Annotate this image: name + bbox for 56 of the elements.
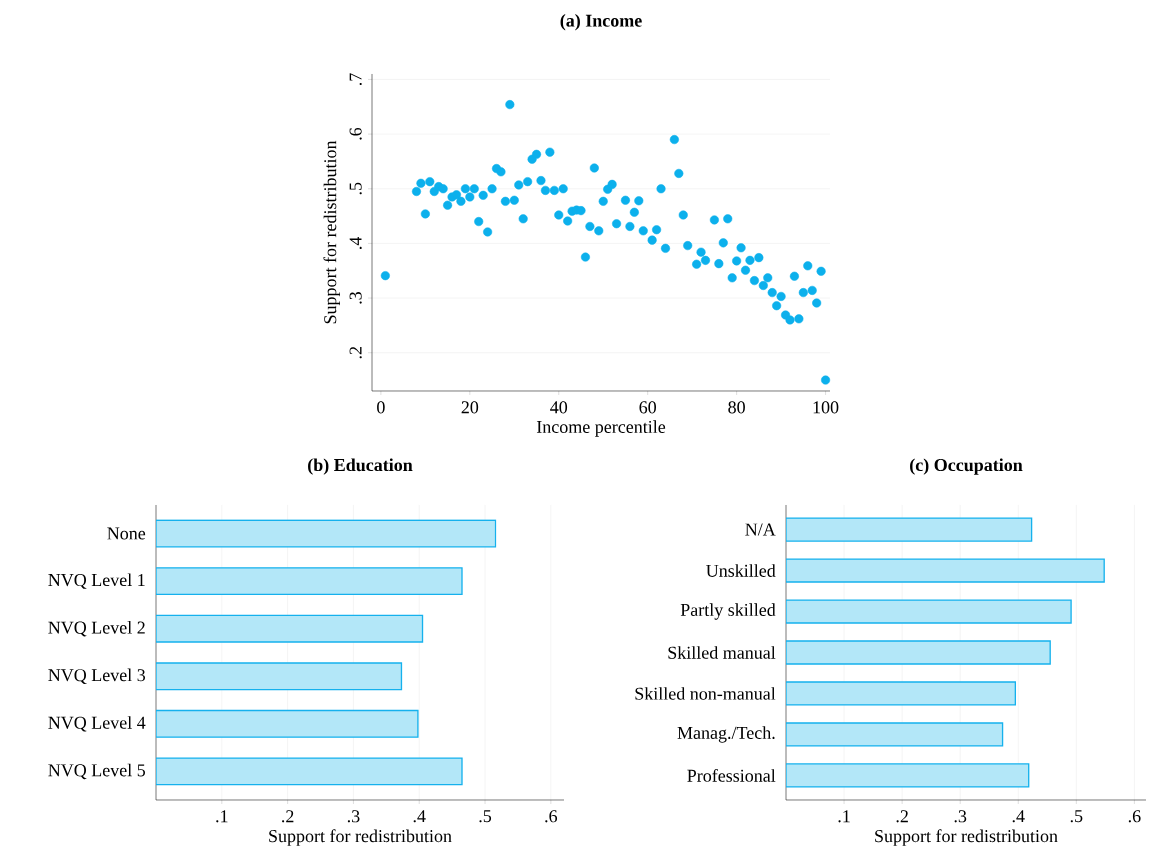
bar <box>156 757 463 786</box>
x-tick-label: .4 <box>413 810 426 823</box>
x-tick-label: 60 <box>639 401 657 414</box>
x-tick-label: .1 <box>216 810 228 823</box>
x-tick-label: .6 <box>1128 810 1141 823</box>
chart-title: (b) Education <box>308 458 413 475</box>
x-tick-label: .5 <box>1070 810 1083 823</box>
y-tick-label: Professional <box>687 768 776 782</box>
x-tick-label: .1 <box>838 810 850 823</box>
x-tick-label: 20 <box>461 401 479 414</box>
bar <box>156 662 403 691</box>
x-tick-label: .2 <box>896 810 908 823</box>
x-tick-label: 40 <box>550 401 568 414</box>
bar <box>786 763 1030 788</box>
y-tick-label: NVQ Level 1 <box>48 573 145 589</box>
y-tick-label: Skilled non-manual <box>635 687 776 700</box>
bar <box>786 640 1051 665</box>
bar <box>156 614 424 643</box>
y-tick-label: N/A <box>745 523 776 536</box>
y-tick-label: .4 <box>349 236 362 249</box>
x-tick-label: .2 <box>282 810 294 823</box>
x-tick-label: 80 <box>728 401 745 414</box>
y-tick-label: .3 <box>349 292 362 304</box>
chart-title: (a) Income <box>560 14 642 31</box>
bar <box>786 599 1072 624</box>
bar <box>156 519 497 548</box>
y-axis-title: Support for redistribution <box>323 140 340 324</box>
bar <box>786 722 1004 747</box>
y-tick-label: Skilled manual <box>668 646 776 659</box>
x-tick-label: .3 <box>954 810 967 823</box>
y-tick-label: .6 <box>349 127 362 140</box>
x-tick-label: .5 <box>479 810 492 823</box>
bar <box>156 709 419 738</box>
y-tick-label: NVQ Level 4 <box>48 716 146 732</box>
x-tick-label: .6 <box>545 810 558 823</box>
y-tick-label: NVQ Level 5 <box>48 763 146 780</box>
y-tick-label: NVQ Level 2 <box>48 621 145 637</box>
y-tick-label: Partly skilled <box>680 603 776 620</box>
y-tick-label: .7 <box>349 73 362 86</box>
x-tick-label: 0 <box>377 401 385 414</box>
bar <box>786 681 1017 706</box>
x-axis-title: Income percentile <box>536 420 666 437</box>
x-tick-label: .4 <box>1012 810 1025 823</box>
bar <box>786 558 1105 583</box>
y-tick-label: Manag./Tech. <box>677 726 775 743</box>
chart-title: (c) Occupation <box>910 458 1023 475</box>
y-tick-label: .5 <box>349 182 362 195</box>
y-tick-label: NVQ Level 3 <box>48 668 146 684</box>
x-axis-title: Support for redistribution <box>875 829 1058 846</box>
bar <box>786 517 1033 542</box>
bar <box>156 567 463 596</box>
x-tick-label: 100 <box>813 401 839 414</box>
y-tick-label: .2 <box>349 346 362 359</box>
y-tick-label: None <box>107 527 146 540</box>
y-tick-label: Unskilled <box>706 564 776 577</box>
x-axis-title: Support for redistribution <box>269 829 452 846</box>
